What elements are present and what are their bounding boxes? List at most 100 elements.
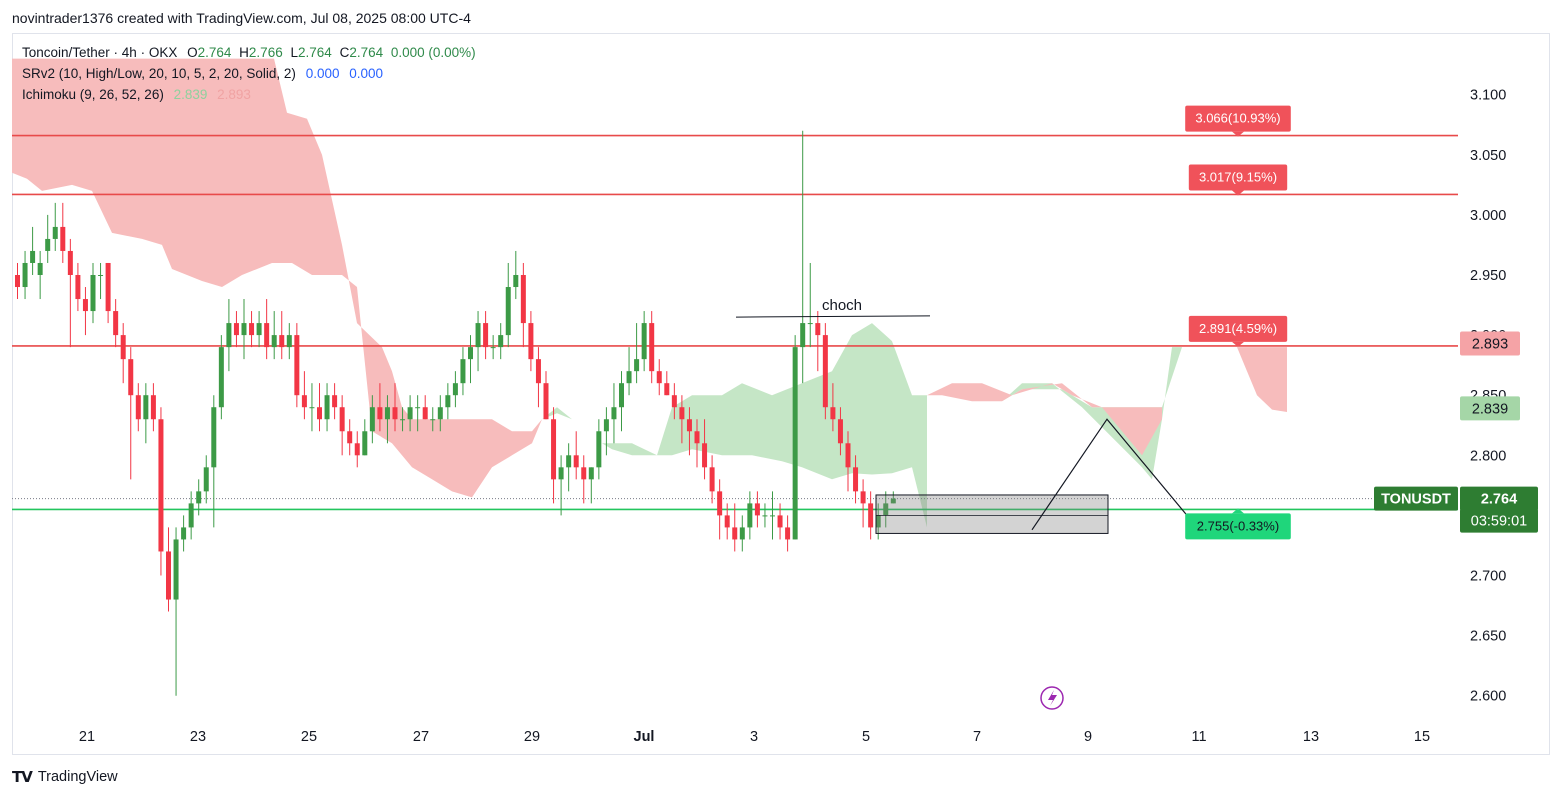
- legend-ichimoku-value-1: 2.839: [173, 87, 208, 102]
- candle-body-80: [619, 383, 624, 408]
- candle-body-76: [588, 467, 594, 480]
- candle-body-1: [22, 262, 28, 288]
- candle-body-17: [143, 395, 149, 420]
- candle-body-89: [686, 419, 692, 432]
- candle-body-101: [777, 515, 783, 528]
- candle-body-50: [392, 407, 398, 420]
- candle-body-109: [837, 419, 843, 444]
- countdown-badge-box: [1460, 508, 1538, 533]
- candle-body-31: [249, 323, 255, 336]
- candle-body-47: [369, 407, 375, 432]
- candle-body-61: [475, 323, 481, 348]
- candle-body-9: [82, 299, 88, 312]
- candle-body-49: [384, 407, 390, 420]
- last-price-badge: 2.764: [1460, 486, 1538, 511]
- candle-body-66: [513, 275, 519, 288]
- candle-body-44: [347, 431, 353, 444]
- footer-brand-label[interactable]: TradingView: [37, 769, 118, 785]
- candle-body-10: [90, 275, 96, 312]
- candle-body-53: [415, 407, 421, 409]
- stop-label-pointer: [1232, 508, 1244, 514]
- candle-body-79: [611, 407, 617, 420]
- ichimoku-green-badge-text: 2.839: [1472, 401, 1508, 417]
- candle-body-28: [226, 323, 232, 348]
- candle-body-112: [860, 491, 866, 504]
- y-tick-0: 3.100: [1470, 88, 1506, 104]
- candle-body-62: [483, 323, 489, 348]
- choch-label: choch: [822, 297, 862, 314]
- legend-open: 2.764: [197, 45, 232, 60]
- projection-path: [1031, 418, 1188, 531]
- x-tick-11: 13: [1303, 729, 1319, 745]
- target-label-2-box: [1188, 164, 1288, 191]
- legend-srv2-row[interactable]: SRv2 (10, High/Low, 20, 10, 5, 2, 20, So…: [22, 66, 383, 81]
- x-tick-0: 21: [79, 729, 95, 745]
- x-tick-5: Jul: [634, 729, 655, 745]
- target-label-2-text: 3.017(9.15%): [1199, 169, 1277, 184]
- x-tick-8: 7: [973, 729, 981, 745]
- candle-body-27: [218, 347, 224, 408]
- footer-brand[interactable]: 𝗧𝗩 TradingView: [12, 768, 118, 786]
- candle-body-38: [301, 395, 307, 408]
- candle-body-41: [324, 395, 330, 420]
- candle-body-8: [75, 275, 81, 300]
- stop-label-text: 2.755(-0.33%): [1197, 518, 1279, 533]
- candle-body-110: [845, 443, 851, 468]
- legend-srv2-value-2: 0.000: [349, 66, 384, 81]
- candle-body-37: [294, 335, 300, 396]
- candle-body-116: [890, 498, 896, 504]
- ticker-badge-text: TONUSDT: [1381, 492, 1451, 508]
- target-label-3-text: 3.066(10.93%): [1195, 111, 1280, 126]
- candle-body-95: [732, 527, 738, 540]
- candle-body-33: [264, 323, 270, 348]
- candle-body-34: [271, 335, 277, 348]
- candle-body-16: [135, 395, 141, 420]
- chart-attribution: novintrader1376 created with TradingView…: [12, 10, 471, 26]
- target-label-1-box: [1188, 315, 1288, 342]
- candle-body-97: [747, 503, 753, 528]
- legend-srv2-value-1: 0.000: [305, 66, 340, 81]
- candle-body-99: [762, 515, 768, 517]
- ichimoku-red-badge: 2.893: [1460, 331, 1520, 356]
- legend-symbol-row[interactable]: Toncoin/Tether · 4h · OKX O2.764 H2.766 …: [22, 45, 476, 60]
- y-tick-8: 2.700: [1470, 569, 1506, 585]
- candle-body-93: [717, 491, 723, 516]
- candle-body-54: [422, 407, 428, 420]
- legend-low-label: L: [290, 45, 298, 60]
- candle-body-105: [807, 323, 813, 325]
- legend-open-label: O: [187, 45, 198, 60]
- candle-body-18: [150, 395, 156, 420]
- legend-high: 2.766: [248, 45, 283, 60]
- legend-srv2-label[interactable]: SRv2 (10, High/Low, 20, 10, 5, 2, 20, So…: [22, 66, 296, 81]
- legend-ichimoku-row[interactable]: Ichimoku (9, 26, 52, 26) 2.839 2.893: [22, 87, 251, 102]
- price-chart[interactable]: choch 3.1003.0503.0002.9502.9002.8502.80…: [12, 33, 1550, 755]
- candle-body-83: [641, 323, 647, 360]
- y-tick-10: 2.600: [1470, 689, 1506, 705]
- target-label-1-text: 2.891(4.59%): [1199, 321, 1277, 336]
- candle-body-115: [883, 503, 889, 516]
- candle-body-12: [105, 262, 111, 312]
- target-label-2: 3.017(9.15%): [1188, 164, 1288, 196]
- candle-body-102: [785, 527, 791, 540]
- candle-body-98: [754, 503, 760, 516]
- candle-body-25: [203, 467, 209, 492]
- candle-body-114: [875, 515, 881, 528]
- target-label-3-box: [1185, 105, 1291, 132]
- candle-body-23: [188, 503, 194, 528]
- candle-body-4: [45, 238, 51, 251]
- candle-body-90: [694, 431, 700, 444]
- x-tick-3: 27: [413, 729, 429, 745]
- tradingview-logo-icon[interactable]: 𝗧𝗩: [12, 769, 33, 786]
- legend-symbol[interactable]: Toncoin/Tether · 4h · OKX: [22, 45, 178, 60]
- candle-body-96: [739, 527, 745, 540]
- countdown-badge-text: 03:59:01: [1471, 514, 1527, 530]
- legend-close: 2.764: [349, 45, 384, 60]
- candle-body-51: [400, 419, 406, 421]
- candle-body-46: [362, 431, 368, 456]
- legend-ichimoku-label[interactable]: Ichimoku (9, 26, 52, 26): [22, 87, 164, 102]
- candle-body-57: [445, 395, 451, 408]
- candle-body-67: [520, 275, 526, 324]
- candle-body-15: [128, 359, 134, 396]
- candle-body-94: [724, 515, 730, 528]
- candle-body-19: [158, 419, 164, 552]
